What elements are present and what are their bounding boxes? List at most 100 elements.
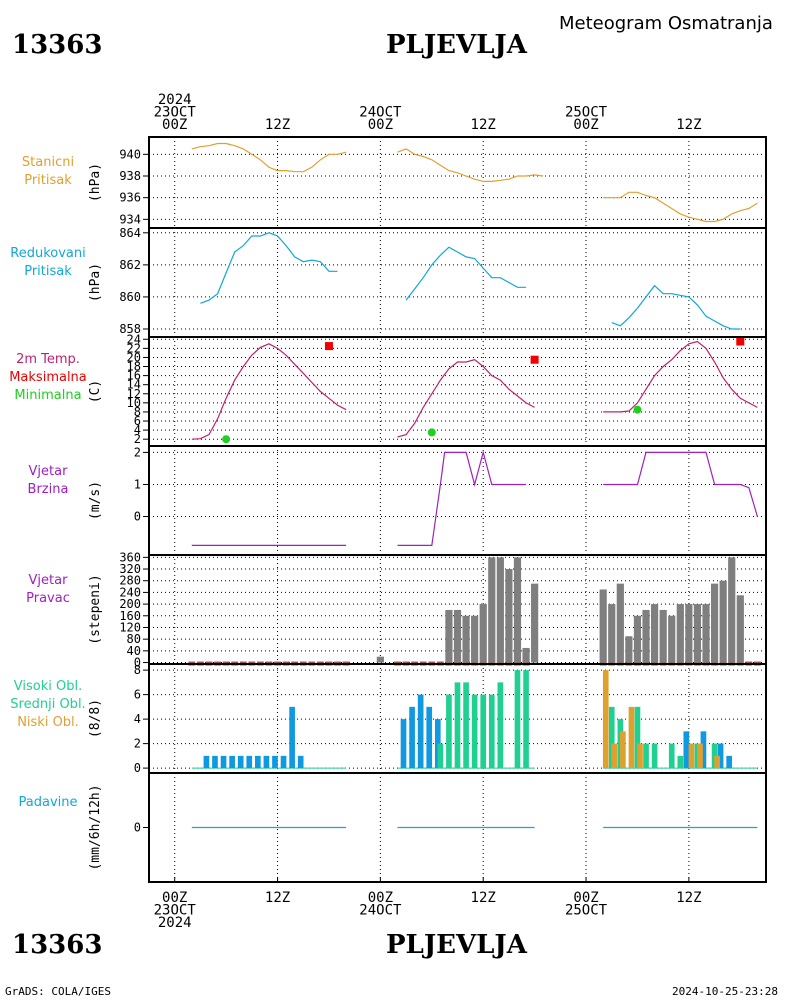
- wind-direction-bar: [625, 636, 633, 663]
- cloud-bar: [523, 670, 529, 769]
- cloud-bar: [417, 694, 424, 769]
- temperature-legend-label: Minimalna: [14, 388, 81, 403]
- wind-direction-bar: [668, 615, 676, 663]
- bottom-time-label: 12Z: [265, 890, 290, 906]
- meteogram-title: Meteogram Osmatranja: [559, 13, 773, 34]
- wind_direction-ytick-label: 280: [119, 574, 141, 588]
- temperature-ytick-label: 10: [127, 396, 141, 410]
- footer-timestamp: 2024-10-25-23:28: [672, 985, 778, 998]
- wind_direction-ytick-label: 320: [119, 562, 141, 576]
- wind_direction-ylabel: (stepeni): [88, 574, 103, 644]
- wind-direction-bar: [522, 647, 530, 663]
- cloud-bar: [463, 682, 469, 769]
- wind_direction-ytick-label: 240: [119, 585, 141, 599]
- wind_direction-ytick-label: 80: [127, 632, 141, 646]
- wind_direction-legend-label: Vjetar: [29, 573, 69, 588]
- cloud_cover-ytick-label: 6: [134, 688, 141, 702]
- temperature-ylabel: (C): [88, 380, 103, 403]
- pressure-legend-label: Pritisak: [24, 173, 72, 188]
- wind-direction-bar: [496, 557, 504, 663]
- cloud-bar: [643, 743, 649, 769]
- footer-credit: GrADS: COLA/IGES: [5, 985, 111, 998]
- temperature-max-marker: [530, 355, 539, 364]
- cloud-bar: [620, 731, 626, 769]
- wind_speed-legend-label: Vjetar: [29, 464, 69, 479]
- reduced_pressure-ytick-label: 858: [119, 322, 141, 336]
- cloud-bar: [628, 706, 635, 769]
- wind-direction-bar: [376, 656, 384, 663]
- cloud-bar: [514, 670, 521, 769]
- wind_speed-ytick-label: 1: [134, 477, 141, 491]
- station-name-bottom: PLJEVLJA: [386, 930, 527, 960]
- temperature-ytick-label: 12: [127, 387, 141, 401]
- wind-direction-bar: [488, 557, 496, 663]
- cloud_cover-legend-label: Srednji Obl.: [10, 697, 85, 712]
- cloud-bar: [203, 755, 210, 769]
- wind_direction-legend-label: Pravac: [26, 591, 70, 606]
- cloud-bar: [426, 706, 433, 769]
- temperature-series-line: [397, 359, 535, 438]
- bottom-time-label: 25OCT: [565, 903, 608, 919]
- precipitation-ytick-label: 0: [134, 821, 141, 835]
- cloud-bar: [409, 706, 415, 769]
- cloud-bar: [611, 743, 618, 769]
- wind-direction-bar: [531, 583, 539, 663]
- temperature-series-line: [603, 340, 758, 413]
- cloud-bar: [700, 731, 707, 769]
- cloud-bar: [497, 682, 504, 769]
- cloud_cover-ytick-label: 4: [134, 712, 141, 726]
- wind-direction-bar: [676, 604, 684, 663]
- reduced_pressure-ytick-label: 862: [119, 258, 141, 272]
- pressure-ytick-label: 936: [119, 191, 141, 205]
- cloud-bar: [454, 682, 461, 769]
- precipitation-ylabel: (mm/6h/12h): [88, 784, 103, 870]
- wind-direction-bar: [453, 609, 462, 663]
- top-time-label: 00Z: [368, 117, 393, 133]
- temperature-ytick-label: 16: [127, 369, 141, 383]
- wind-direction-bar: [650, 604, 659, 663]
- station-id-bottom: 13363: [12, 930, 103, 960]
- cloud-bar: [677, 755, 684, 769]
- temperature-min-marker: [222, 435, 231, 444]
- cloud-bar: [714, 755, 720, 769]
- pressure-ytick-label: 940: [119, 147, 141, 161]
- temperature-min-marker: [427, 428, 436, 437]
- cloud-bar: [255, 755, 261, 769]
- bottom-time-label: 24OCT: [359, 903, 402, 919]
- cloud-bar: [480, 694, 487, 769]
- cloud-bar: [229, 755, 235, 769]
- wind-direction-bar: [685, 604, 693, 663]
- bottom-time-label: 23OCT: [154, 903, 197, 919]
- cloud-bar: [280, 755, 287, 769]
- top-time-label: 12Z: [265, 117, 290, 133]
- wind-direction-bar: [505, 569, 513, 663]
- pressure-ytick-label: 934: [119, 212, 141, 226]
- meteogram-chart: 934936938940(hPa)StanicniPritisak8588608…: [9, 92, 767, 930]
- reduced_pressure-series-line: [611, 284, 741, 330]
- wind-direction-bar: [462, 615, 470, 663]
- bottom-time-label: 00Z: [162, 890, 187, 906]
- wind-direction-bar: [702, 604, 710, 663]
- cloud_cover-ytick-label: 8: [134, 663, 141, 677]
- cloud-bar: [297, 755, 304, 769]
- wind_direction-ytick-label: 360: [119, 550, 141, 564]
- top-time-label: 25OCT: [565, 105, 608, 121]
- bottom-time-label: 12Z: [676, 890, 701, 906]
- cloud-bar: [697, 743, 703, 769]
- reduced_pressure-series-line: [405, 246, 527, 301]
- bottom-time-label: 00Z: [368, 890, 393, 906]
- wind_speed-legend-label: Brzina: [28, 482, 69, 497]
- cloud-bar: [289, 706, 295, 769]
- wind_direction-ytick-label: 120: [119, 620, 141, 634]
- station-name-top: PLJEVLJA: [386, 30, 527, 60]
- temperature-max-marker: [736, 337, 745, 346]
- temperature-ytick-label: 4: [134, 423, 141, 437]
- wind-direction-bar: [471, 615, 479, 663]
- wind_speed-series-line: [397, 450, 527, 547]
- cloud-bar: [471, 694, 478, 769]
- pressure-legend-label: Stanicni: [22, 155, 74, 170]
- wind-direction-bar: [728, 557, 736, 663]
- cloud-bar: [237, 755, 244, 769]
- cloud-bar: [688, 743, 695, 769]
- cloud-bar: [400, 719, 407, 769]
